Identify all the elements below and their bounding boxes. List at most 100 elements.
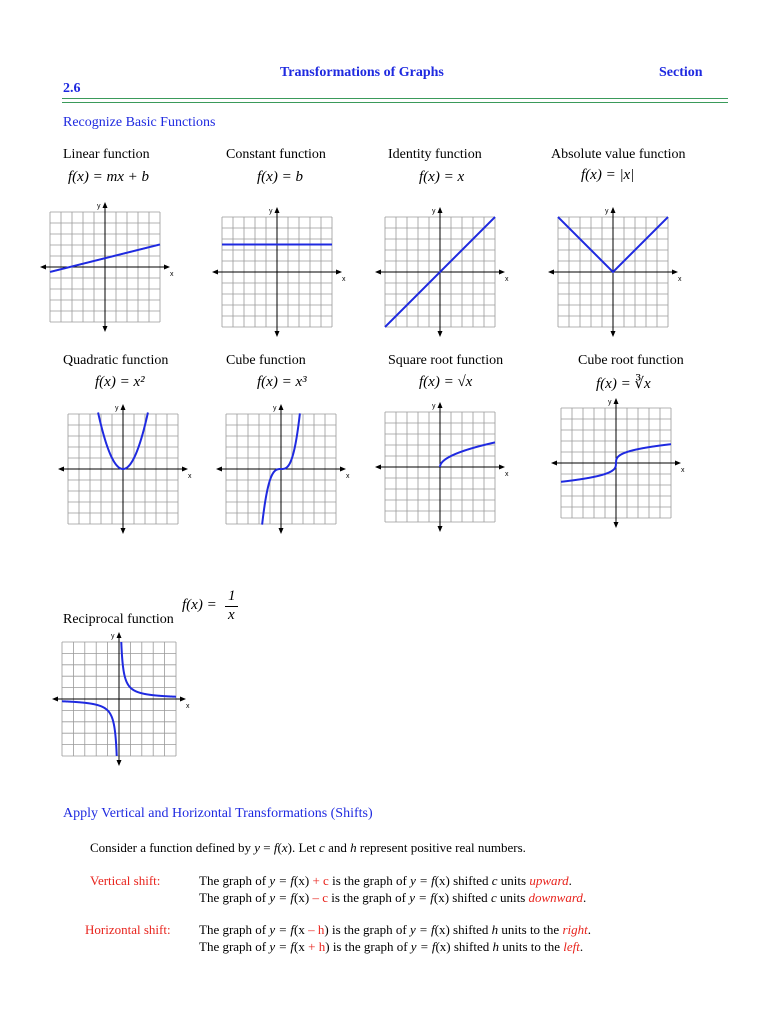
intro-c: c [319,840,325,855]
section-label: Section [659,65,703,80]
fn-name-absolute: Absolute value function [551,147,686,162]
fn-formula-reciprocal-den: x [228,607,235,623]
direction-word: left [563,939,580,954]
fn-formula-cube-root: f(x) = ∛x [596,376,651,392]
y-axis-arrow-down [613,522,619,528]
y-axis-arrow-up [437,207,443,213]
direction-word: upward [529,873,569,888]
fn-formula-reciprocal-num: 1 [228,588,236,604]
y-axis-arrow-down [116,760,122,766]
text: y = f [269,922,295,937]
text: ) is the graph of [324,922,410,937]
x-axis-label: x [186,703,190,710]
direction-word: downward [528,890,583,905]
function-curve [384,216,496,328]
header-rule-bottom [62,102,728,103]
text: y = f [409,890,434,905]
y-axis-arrow-down [278,528,284,534]
x-axis-arrow-right [336,269,342,275]
fn-name-constant: Constant function [226,147,326,162]
x-axis-label: x [505,276,509,283]
y-axis-arrow-up [116,632,122,638]
x-axis-arrow-left [52,696,58,702]
y-axis-label: y [432,403,436,410]
fn-formula-absolute: f(x) = |x| [581,167,635,183]
fn-formula-constant: f(x) = b [257,169,303,185]
text: The graph of [199,890,270,905]
graph-linear-svg: xy [40,202,174,332]
y-axis-arrow-up [120,404,126,410]
horizontal-shift-line-2: The graph of y = f(x + h) is the graph o… [199,939,583,955]
y-axis-arrow-down [120,528,126,534]
graph-absolute-svg: xy [548,207,682,337]
text: (x [294,922,309,937]
text: (x) shifted [434,922,492,937]
function-curve [439,441,496,468]
x-axis-arrow-right [180,696,186,702]
text: . [579,939,584,954]
intro-eq: = [260,840,274,855]
text: units to the [498,922,563,937]
intro-and: and [324,840,351,855]
x-axis-label: x [681,467,685,474]
intro-y: y [254,840,261,855]
x-axis-arrow-left [551,460,557,466]
y-axis-arrow-up [274,207,280,213]
text: y = f [269,873,295,888]
y-axis-arrow-down [102,326,108,332]
y-axis-arrow-up [613,398,619,404]
y-axis-label: y [608,399,612,406]
text: The graph of [199,922,270,937]
y-axis-arrow-up [102,202,108,208]
text: units to the [499,939,564,954]
y-axis-arrow-down [610,331,616,337]
text: h [492,939,500,954]
shift-term: + c [312,873,329,888]
section-number: 2.6 [63,81,81,96]
x-axis-label: x [346,473,350,480]
y-axis-arrow-up [278,404,284,410]
x-axis-label: x [678,276,682,283]
function-curve [261,413,301,525]
y-axis-label: y [605,208,609,215]
x-axis-label: x [505,471,509,478]
x-axis-arrow-right [499,269,505,275]
intro-x: x [281,840,288,855]
x-axis-arrow-right [340,466,346,472]
fn-name-identity: Identity function [388,147,482,162]
y-axis-label: y [269,208,273,215]
text: h [491,922,499,937]
text: is the graph of [328,873,411,888]
x-axis-arrow-left [58,466,64,472]
fn-formula-square-root: f(x) = √x [419,374,473,390]
intro-rest: represent positive real numbers. [356,840,526,855]
text: (x) shifted [434,873,492,888]
y-axis-arrow-down [437,331,443,337]
graph-constant-svg: xy [212,207,346,337]
x-axis-label: x [342,276,346,283]
y-axis-arrow-down [437,526,443,532]
text: (x) shifted [435,939,493,954]
shift-term: – c [312,890,328,905]
shift-term: – h [308,922,325,937]
x-axis-arrow-left [375,464,381,470]
graph-square-root-svg: xy [375,402,509,532]
page-title: Transformations of Graphs [280,65,444,80]
graph-cube-root-svg: xy [551,398,685,528]
x-axis-arrow-right [499,464,505,470]
x-axis-arrow-right [672,269,678,275]
x-axis-label: x [170,271,174,278]
text: units [497,873,530,888]
horizontal-shift-label: Horizontal shift: [85,922,171,937]
function-curve [49,243,161,273]
vertical-shift-label: Vertical shift: [90,873,161,888]
intro-sentence: Consider a function defined by y = f(x).… [90,840,526,856]
y-axis-label: y [273,405,277,412]
vertical-shift-line-1: The graph of y = f(x) + c is the graph o… [199,873,572,889]
